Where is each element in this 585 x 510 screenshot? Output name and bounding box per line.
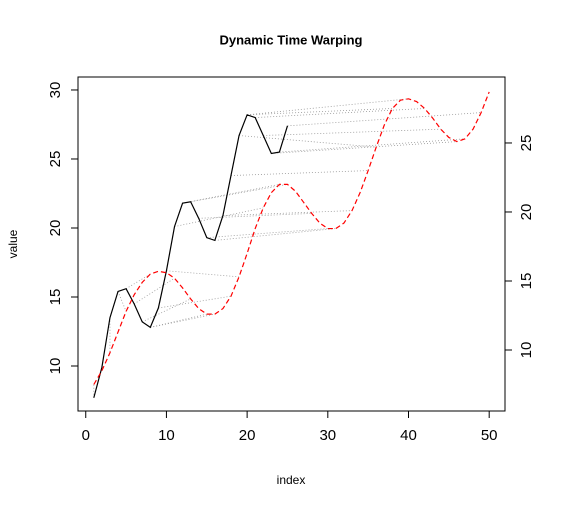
- series-line: [93, 114, 289, 398]
- y2-tick-label: 15: [518, 273, 535, 290]
- y2-tick-label: 10: [518, 342, 535, 359]
- y-tick-label: 20: [47, 220, 64, 237]
- match-line: [133, 277, 175, 305]
- match-line: [271, 141, 457, 154]
- match-line: [230, 170, 369, 176]
- series-line: [93, 91, 490, 385]
- match-line: [198, 212, 312, 219]
- y-tick-label: 15: [47, 289, 64, 306]
- plot-frame: [77, 76, 506, 412]
- match-line: [166, 270, 240, 278]
- match-line: [174, 207, 264, 228]
- match-line: [239, 135, 377, 148]
- y2-tick-label: 25: [518, 135, 535, 152]
- match-line: [279, 138, 466, 153]
- x-tick-label: 40: [400, 427, 417, 444]
- x-tick-label: 10: [158, 427, 175, 444]
- match-line: [190, 183, 288, 203]
- x-axis-label: index: [277, 473, 306, 487]
- match-line: [158, 295, 232, 309]
- match-line: [263, 128, 441, 136]
- y2-tick-label: 20: [518, 204, 535, 221]
- match-line: [125, 273, 151, 290]
- y-tick-label: 25: [47, 151, 64, 168]
- match-line: [150, 313, 207, 328]
- match-line: [247, 108, 393, 116]
- match-line: [287, 112, 482, 127]
- x-tick-label: 30: [319, 427, 336, 444]
- x-tick-label: 20: [239, 427, 256, 444]
- x-tick-label: 0: [82, 427, 90, 444]
- y-tick-label: 10: [47, 358, 64, 375]
- y-tick-label: 30: [47, 82, 64, 99]
- match-line: [206, 228, 328, 239]
- match-line: [117, 291, 127, 312]
- match-line: [142, 298, 191, 323]
- x-tick-label: 50: [481, 427, 498, 444]
- match-line: [214, 228, 336, 241]
- match-line: [247, 98, 409, 116]
- chart-title: Dynamic Time Warping: [219, 32, 362, 47]
- match-line: [150, 313, 215, 328]
- match-line: [222, 210, 353, 216]
- y-axis-label: value: [6, 229, 20, 258]
- match-line: [255, 108, 425, 118]
